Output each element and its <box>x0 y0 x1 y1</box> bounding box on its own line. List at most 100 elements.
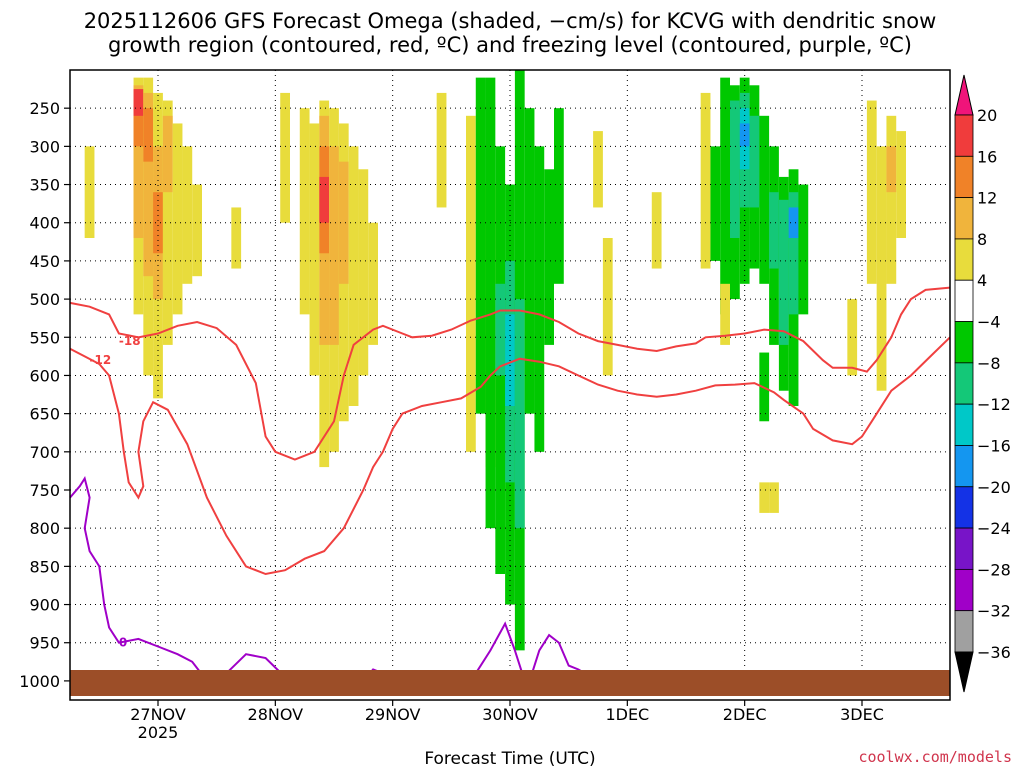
omega-cell <box>475 77 486 414</box>
omega-cell <box>896 131 906 238</box>
colorbar-label: −28 <box>977 560 1011 579</box>
colorbar-label: 20 <box>977 106 997 125</box>
x-tick-label: 3DEC <box>840 705 884 724</box>
omega-cell <box>847 299 858 376</box>
colorbar-swatch <box>954 403 974 446</box>
colorbar-swatch <box>954 321 974 364</box>
y-tick-label: 650 <box>29 405 60 424</box>
omega-cell <box>368 222 378 345</box>
omega-cell <box>280 92 290 223</box>
chart-title-line-1: 2025112606 GFS Forecast Omega (shaded, −… <box>84 9 937 33</box>
omega-cell <box>710 146 721 261</box>
colorbar-swatch <box>954 568 974 612</box>
colorbar-label: 8 <box>977 230 987 249</box>
colorbar-swatch <box>954 155 974 199</box>
omega-cell <box>338 161 349 284</box>
colorbar-bottom-arrow <box>954 651 974 693</box>
x-tick-label: 1DEC <box>605 705 649 724</box>
omega-cell <box>720 77 730 315</box>
omega-cell <box>769 482 779 513</box>
colorbar-label: −36 <box>977 643 1011 662</box>
omega-cell <box>153 192 163 254</box>
y-tick-label: 700 <box>29 443 60 462</box>
omega-cell <box>651 192 662 269</box>
freezing-level-3 <box>470 621 526 682</box>
omega-cell <box>798 184 809 315</box>
colorbar-swatch <box>954 279 974 322</box>
chart-title-line-2: growth region (contoured, red, ºC) and f… <box>108 33 912 57</box>
y-tick-label: 450 <box>29 252 60 271</box>
colorbar-swatch <box>954 238 974 281</box>
colorbar-swatch <box>954 114 974 157</box>
dgz-bound-upper-label: -18 <box>119 334 141 348</box>
colorbar-swatch <box>954 486 974 529</box>
x-tick-label: 28NOV <box>248 705 304 724</box>
omega-cell <box>133 85 144 238</box>
x-tick-label: 2DEC <box>723 705 767 724</box>
omega-cell <box>602 238 613 376</box>
omega-cell <box>436 92 447 208</box>
colorbar-top-arrow <box>954 74 974 116</box>
omega-cell <box>143 108 154 162</box>
colorbar-swatch <box>954 197 974 240</box>
omega-cell <box>886 115 897 284</box>
colorbar-label: −4 <box>977 313 1001 332</box>
x-tick-label: 29NOV <box>365 705 421 724</box>
omega-cell <box>172 123 183 315</box>
y-tick-label: 350 <box>29 176 60 195</box>
x-tick-label: 27NOV <box>130 705 186 724</box>
x-axis-label: Forecast Time (UTC) <box>424 749 595 768</box>
y-axis: 250 300 350 400 450 500 550 600 650 700 750 800 850 9… <box>19 99 70 691</box>
y-tick-label: 950 <box>29 634 60 653</box>
y-tick-label: 250 <box>29 99 60 118</box>
y-tick-label: 400 <box>29 214 60 233</box>
omega-cell <box>231 207 242 269</box>
omega-cell <box>162 100 173 345</box>
omega-cell <box>886 146 897 193</box>
omega-cell <box>720 283 730 345</box>
omega-cell <box>358 169 369 376</box>
omega-cell <box>309 123 320 376</box>
omega-cell <box>348 146 359 406</box>
omega-shading-layer <box>84 70 906 651</box>
colorbar: 20 16 12 8 4 −4 −8 −12 −16 −20 −24 −28 −32 −36 <box>954 74 1011 693</box>
x-tick-label: 30NOV <box>482 705 538 724</box>
site-credit[interactable]: coolwx.com/models <box>858 748 1012 766</box>
colorbar-label: −8 <box>977 354 1001 373</box>
omega-cell <box>514 299 525 529</box>
dgz-bound-upper <box>69 286 951 461</box>
temperature-contours: -18 -12 0 <box>69 286 951 683</box>
y-tick-label: 1000 <box>19 672 60 691</box>
omega-cell <box>495 283 506 376</box>
omega-cell <box>876 146 887 391</box>
omega-cell <box>593 131 603 208</box>
omega-cell <box>299 108 310 315</box>
colorbar-label: 16 <box>977 147 997 166</box>
colorbar-label: −12 <box>977 395 1011 414</box>
omega-cell <box>466 115 476 452</box>
omega-cell <box>143 92 154 277</box>
freezing-level-4 <box>528 633 599 682</box>
omega-cell <box>534 146 545 452</box>
dgz-bound-lower <box>69 336 951 576</box>
omega-cell <box>329 146 339 345</box>
y-tick-label: 600 <box>29 366 60 385</box>
omega-cell <box>84 146 95 238</box>
colorbar-label: −20 <box>977 478 1011 497</box>
omega-cell <box>749 115 760 208</box>
freezing-level-label: 0 <box>119 636 127 650</box>
y-tick-label: 750 <box>29 481 60 500</box>
colorbar-swatch <box>954 610 974 653</box>
y-tick-label: 550 <box>29 328 60 347</box>
omega-cell <box>319 176 330 223</box>
omega-cell <box>554 108 564 284</box>
colorbar-swatch <box>954 362 974 405</box>
colorbar-label: 12 <box>977 189 997 208</box>
omega-cell <box>485 77 496 529</box>
colorbar-label: 4 <box>977 271 987 290</box>
omega-cell <box>700 92 711 269</box>
omega-cell <box>133 89 144 116</box>
omega-cell <box>739 123 750 147</box>
